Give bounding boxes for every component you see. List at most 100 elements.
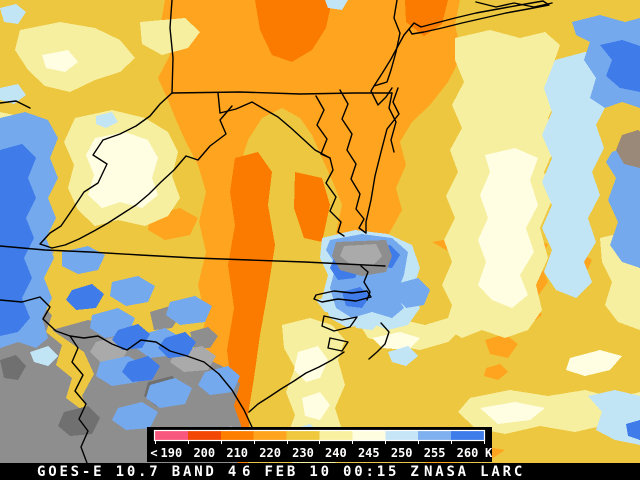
cloud-region [158,332,196,358]
cloud-region [110,276,155,306]
cloud-region [352,312,382,330]
cloud-region [86,132,158,208]
cloud-layer-cream [42,50,622,424]
coastline [339,89,367,234]
colorbar-unit-label: K [485,446,492,460]
state-borders [0,0,553,463]
cloud-region [606,145,640,268]
cloud-region [325,0,348,10]
colorbar-prefix-label: < [150,446,157,460]
coastline [313,290,372,303]
timestamp-label: 6 FEB 10 00:15 Z [242,464,422,480]
ground-region [58,406,100,436]
cloud-region [600,40,640,92]
cloud-region [405,0,448,36]
tick [188,441,189,444]
colorbar-tick-label: 255 [424,446,446,460]
colorbar-segment [418,431,452,440]
colorbar-segment [451,431,484,440]
cloud-region [0,4,26,24]
tick [319,441,320,444]
colorbar-tick-label: 240 [325,446,347,460]
agency-label: NASA LARC [424,464,526,480]
state-border-line [388,92,397,153]
colorbar-tick-label: 210 [226,446,248,460]
state-border-line [0,245,386,267]
cloud-region [66,284,104,310]
cloud-region [146,378,192,408]
cloud-region [388,346,418,366]
cloud-region [0,144,36,336]
cloud-region [96,112,118,128]
colorbar-frame [153,429,486,442]
cloud-region [480,402,545,424]
coastline [315,95,345,237]
cloud-region [485,334,518,358]
cloud-region [484,364,508,380]
tick [484,441,485,444]
cloud-region [542,52,610,298]
cloud-region [122,356,160,382]
state-border-line [39,92,173,249]
instrument-label: GOES-E 10.7 BAND 4 [37,464,240,480]
state-border-line [51,105,233,249]
cloud-region [42,50,78,72]
colorbar-ticks [155,441,485,444]
tick [451,441,452,444]
satellite-ir-map [0,0,640,463]
ground-region [190,327,218,348]
temperature-colorbar: < 190 200 210 220 230 240 245 250 255 26… [147,427,492,462]
state-border-line [169,0,174,94]
ground-region [0,355,26,380]
coastline [373,28,410,87]
tick [418,441,419,444]
state-border-line [171,91,393,95]
colorbar-segments [155,431,484,440]
status-bar: GOES-E 10.7 BAND 4 6 FEB 10 00:15 Z NASA… [0,463,640,480]
tick [254,441,255,444]
state-border-line [0,100,31,109]
colorbar-segment [385,431,419,440]
state-border-line [69,335,89,463]
cloud-region [0,84,26,104]
colorbar-tick-label: 260 [457,446,479,460]
tick [385,441,386,444]
colorbar-tick-label: 200 [193,446,215,460]
cloud-region [112,324,150,350]
cloud-region [626,420,640,440]
cloud-region [15,22,135,92]
colorbar-segment [220,431,254,440]
coastline [321,315,358,332]
coastline [368,322,390,360]
coastline [408,0,550,35]
tick [155,441,156,444]
cloud-region [478,148,538,308]
colorbar-tick-label: 190 [161,446,183,460]
coastline [248,351,345,413]
coastline [475,1,553,8]
cloud-region [112,402,158,430]
colorbar-tick-label: 230 [292,446,314,460]
cloud-region [566,350,622,376]
cloud-region [294,172,330,242]
cloud-region [62,246,105,274]
colorbar-tick-label: 250 [391,446,413,460]
colorbar-tick-label: 245 [358,446,380,460]
colorbar-segment [253,431,287,440]
colorbar-segment [319,431,353,440]
colorbar-tick-label: 220 [259,446,281,460]
coastline [365,87,400,234]
coastline [327,337,349,352]
cloud-region [140,18,200,55]
state-border-line [0,296,253,428]
cloud-region [166,296,212,325]
cloud-region [255,0,332,62]
state-border-line [370,0,401,106]
tick [352,441,353,444]
tick [221,441,222,444]
ground-region [340,244,382,266]
cloud-region [302,392,330,420]
colorbar-segment [352,431,386,440]
colorbar-segment [155,431,188,440]
